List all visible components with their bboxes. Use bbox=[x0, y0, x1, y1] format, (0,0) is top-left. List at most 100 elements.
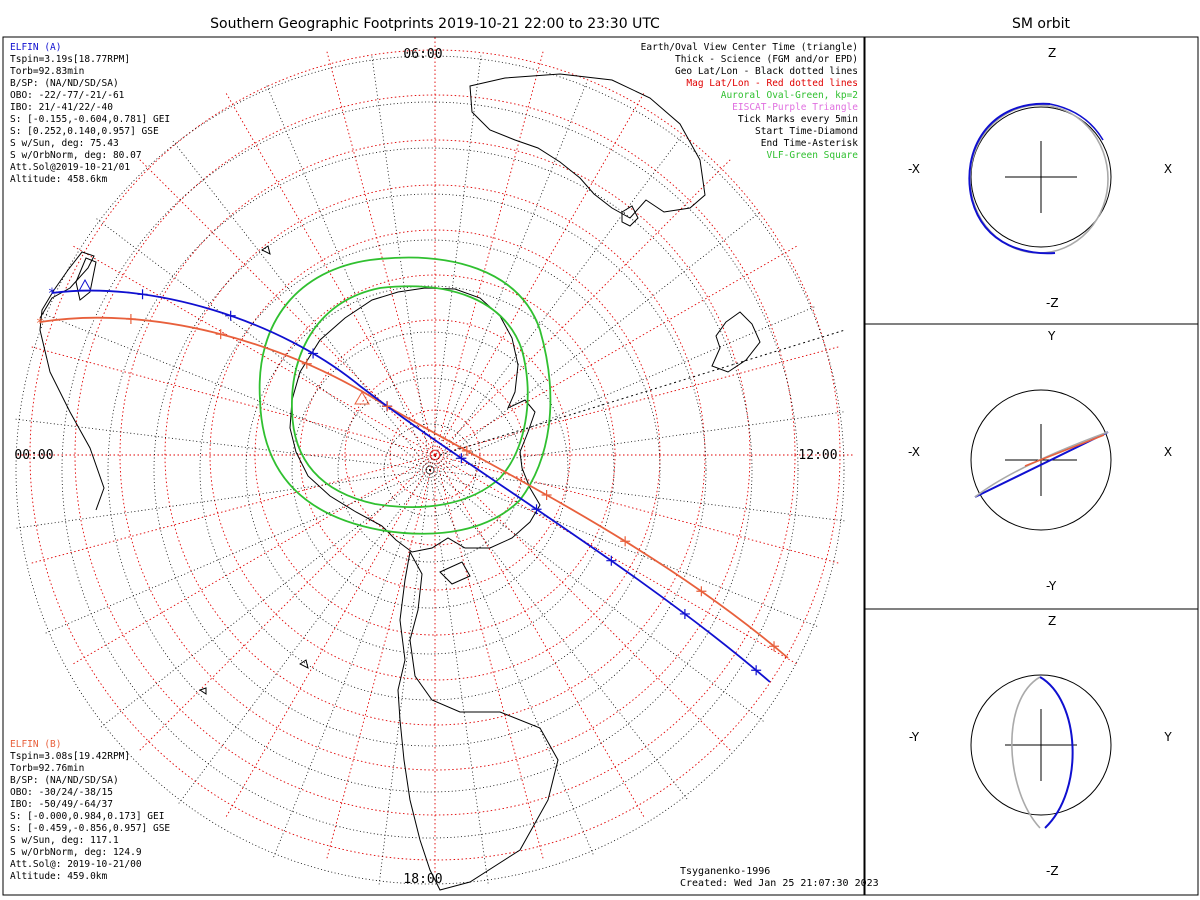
legend-item: Tick Marks every 5min bbox=[738, 114, 858, 125]
geo-lon-line bbox=[429, 469, 489, 886]
elfin-b-tick bbox=[461, 445, 472, 456]
elfin-b-info: ELFIN (B)Tspin=3.08s[19.42RPM]Torb=92.76… bbox=[10, 739, 170, 882]
orbit-a-yz bbox=[1039, 676, 1074, 829]
elfin-a-tick bbox=[751, 665, 762, 676]
elfin-b-tick bbox=[215, 329, 226, 340]
tasmania-coast bbox=[621, 205, 639, 227]
mag-lon-line bbox=[137, 454, 436, 753]
info-line: B/SP: (NA/ND/SD/SA) bbox=[10, 78, 119, 89]
elfin-b-tick bbox=[769, 641, 780, 652]
geo-lon-line bbox=[429, 469, 847, 522]
info-line: Torb=92.83min bbox=[10, 66, 84, 77]
sm-orbit-title: SM orbit bbox=[1012, 16, 1071, 32]
legend-item: End Time-Asterisk bbox=[761, 138, 859, 149]
mag-lon-line bbox=[434, 454, 733, 753]
small-island-3 bbox=[198, 687, 207, 695]
info-line: Tspin=3.08s[19.42RPM] bbox=[10, 751, 130, 762]
auroral-oval-inner bbox=[291, 285, 529, 509]
orbit-b-xz bbox=[969, 104, 1109, 254]
small-island-2 bbox=[261, 245, 271, 255]
track-tick-marks bbox=[125, 289, 780, 676]
auroral-ovals bbox=[258, 256, 552, 535]
geo-lon-line bbox=[429, 80, 588, 471]
elfin-b-tick bbox=[696, 586, 707, 597]
elfin-b-tick bbox=[620, 536, 631, 547]
new-zealand-coast bbox=[711, 311, 761, 373]
elfin-a-tick bbox=[137, 289, 148, 300]
mag-lat-circle bbox=[344, 364, 526, 546]
mag-lon-line bbox=[434, 244, 799, 456]
info-line: S w/Sun, deg: 75.43 bbox=[10, 138, 119, 149]
elfin-b-tick bbox=[301, 358, 312, 369]
auroral-oval-outer bbox=[258, 256, 552, 535]
earth-circle bbox=[970, 389, 1112, 531]
legend-item: Start Time-Diamond bbox=[755, 126, 858, 137]
info-line: S: [0.252,0.140,0.957] GSE bbox=[10, 126, 159, 137]
legend-item: Auroral Oval-Green, kp=2 bbox=[721, 90, 858, 101]
mag-lat-circle bbox=[164, 184, 706, 726]
geo-lon-line bbox=[98, 469, 431, 729]
info-line: ELFIN (A) bbox=[10, 42, 61, 53]
mag-lon-line bbox=[434, 345, 841, 456]
geo-lat-circle bbox=[107, 147, 753, 793]
mag-lat-circle bbox=[299, 319, 571, 591]
mag-lon-line bbox=[325, 49, 436, 456]
geo-lon-line bbox=[429, 469, 689, 802]
hour-label-top: 06:00 bbox=[403, 47, 442, 62]
model-label: Tsyganenko-1996 bbox=[680, 866, 770, 877]
geo-grid bbox=[13, 53, 847, 887]
geo-lat-circle bbox=[383, 423, 477, 517]
geo-lon-line bbox=[429, 469, 766, 724]
elfin-a-tick bbox=[456, 453, 467, 464]
geo-lon-line bbox=[14, 469, 431, 529]
sm-axis-label-left: -X bbox=[908, 445, 920, 459]
geo-lon-line bbox=[378, 469, 431, 887]
mag-lon-line bbox=[137, 157, 436, 456]
hour-label-bottom: 18:00 bbox=[403, 872, 442, 887]
info-line: B/SP: (NA/ND/SD/SA) bbox=[10, 775, 119, 786]
sm-axis-label-top: Z bbox=[1048, 614, 1056, 628]
sm-axis-label-bottom: -Z bbox=[1046, 864, 1059, 878]
mag-lon-line bbox=[224, 454, 436, 819]
elfin-a-tick bbox=[308, 348, 319, 359]
sm-axis-label-left: -Y bbox=[909, 730, 920, 744]
figure-title: Southern Geographic Footprints 2019-10-2… bbox=[210, 16, 660, 32]
geo-lon-line bbox=[429, 134, 684, 471]
elfin-a-start-asterisk: * bbox=[48, 286, 56, 302]
earth-circle bbox=[970, 674, 1112, 816]
geo-lat-circle bbox=[291, 331, 569, 609]
geo-lon-line bbox=[176, 469, 431, 806]
info-line: IBO: 21/-41/22/-40 bbox=[10, 102, 113, 113]
elfin-a-tick bbox=[531, 504, 542, 515]
mag-lat-circle bbox=[119, 139, 751, 771]
mag-lon-line bbox=[325, 454, 436, 861]
geo-lat-circle bbox=[337, 377, 523, 563]
geo-lon-line bbox=[429, 469, 595, 857]
info-line: OBO: -30/24/-38/15 bbox=[10, 787, 113, 798]
legend: Earth/Oval View Center Time (triangle)Th… bbox=[641, 42, 859, 161]
info-line: Att.Sol@: 2019-10-21/00 bbox=[10, 859, 142, 870]
orbit-b-xy-seg bbox=[1024, 434, 1105, 467]
elfin-a-track bbox=[51, 289, 771, 683]
mag-lon-line bbox=[71, 244, 436, 456]
info-line: S: [-0.155,-0.604,0.781] GEI bbox=[10, 114, 170, 125]
info-line: S w/OrbNorm, deg: 80.07 bbox=[10, 150, 142, 161]
elfin-b-tick bbox=[125, 313, 136, 324]
elfin-a-tick bbox=[606, 555, 617, 566]
info-line: S: [-0.459,-0.856,0.957] GSE bbox=[10, 823, 170, 834]
coastlines bbox=[39, 73, 761, 891]
info-line: Tspin=3.19s[18.77RPM] bbox=[10, 54, 130, 65]
sm-axis-label-bottom: -Z bbox=[1046, 296, 1059, 310]
elfin-a-tick bbox=[225, 310, 236, 321]
elfin-a-tick bbox=[679, 608, 690, 619]
mag-lon-line bbox=[224, 91, 436, 456]
legend-item: VLF-Green Square bbox=[766, 150, 858, 161]
info-line: S w/OrbNorm, deg: 124.9 bbox=[10, 847, 142, 858]
geo-lon-line bbox=[171, 138, 431, 471]
info-line: ELFIN (B) bbox=[10, 739, 61, 750]
legend-item: EISCAT-Purple Triangle bbox=[732, 102, 858, 113]
geo-lon-line bbox=[40, 312, 431, 471]
elfin-b-tick bbox=[541, 490, 552, 501]
mag-lon-line bbox=[71, 454, 436, 666]
geo-lat-circle bbox=[245, 285, 615, 655]
